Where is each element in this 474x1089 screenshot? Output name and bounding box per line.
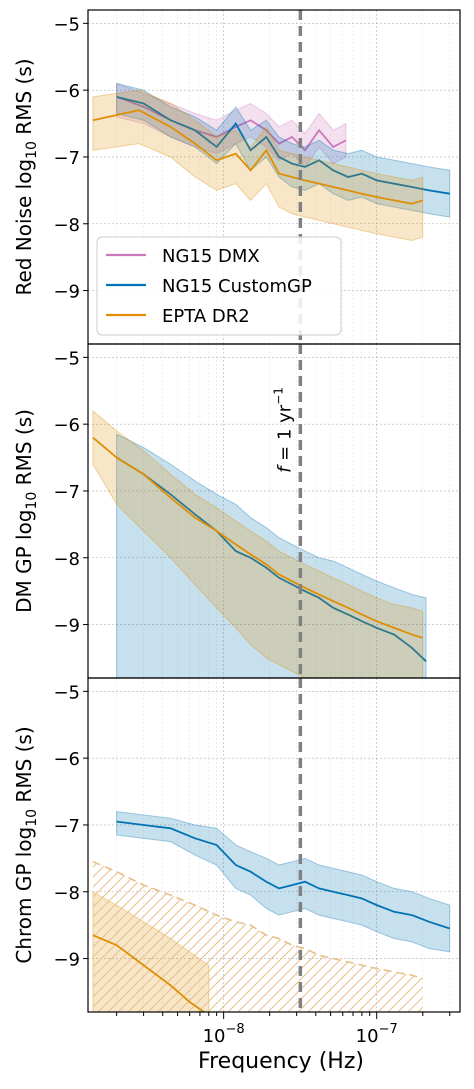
y-tick-label: −7 — [53, 816, 80, 837]
band-epta-dr2 — [92, 89, 424, 241]
upper-limit-hatch-epta-dr2 — [92, 861, 423, 1012]
y-tick-label: −7 — [53, 482, 80, 503]
y-tick-label: −6 — [53, 415, 80, 436]
line-epta-dr2 — [92, 934, 206, 1012]
y-tick-label: −6 — [53, 749, 80, 770]
legend-label: NG15 DMX — [162, 246, 260, 267]
y-tick-label: −6 — [53, 81, 80, 102]
line-epta-dr2 — [92, 109, 424, 205]
y-tick-label: −9 — [53, 616, 80, 637]
y-axis-label: Red Noise log10 RMS (s) — [12, 58, 40, 295]
y-tick-label: −9 — [53, 282, 80, 303]
panel-1: −9 −8 −7 −6 −5 Red Noise log10 RMS (s) NG15 DM… — [12, 9, 461, 345]
line-ng15-customgp — [116, 95, 450, 195]
y-tick-label: −5 — [53, 348, 80, 369]
x-tick-label: 10−7 — [356, 1022, 398, 1047]
panel-2: −9 −8 −7 −6 −5 DM GP log10 RMS (s) f = 1 yr−1 — [12, 343, 461, 679]
line-ng15-customgp — [116, 456, 427, 662]
y-axis-label: DM GP log10 RMS (s) — [12, 409, 40, 613]
band-ng15-dmx — [116, 82, 347, 168]
legend-label: EPTA DR2 — [162, 306, 250, 327]
y-tick-label: −7 — [53, 148, 80, 169]
band-ng15-customgp — [116, 433, 427, 678]
band-ng15-customgp — [116, 82, 451, 218]
vline-annotation: f = 1 yr−1 — [271, 387, 295, 473]
y-tick-label: −8 — [53, 883, 80, 904]
band-ng15-customgp — [116, 811, 451, 953]
y-tick-label: −8 — [53, 549, 80, 570]
y-tick-label: −9 — [53, 950, 80, 971]
legend: NG15 DMX NG15 CustomGP EPTA DR2 — [96, 236, 342, 336]
legend-frame — [96, 236, 342, 336]
line-ng15-customgp — [116, 820, 451, 930]
line-epta-dr2 — [92, 436, 424, 639]
plot-area — [92, 409, 427, 678]
y-tick-label: −8 — [53, 215, 80, 236]
band-epta-dr2 — [92, 409, 424, 678]
panel-3: −9 −8 −7 −6 −5 Chrom GP log10 RMS (s) 10−8 10−7 — [12, 677, 461, 1047]
legend-label: NG15 CustomGP — [162, 276, 312, 297]
x-tick-label: 10−8 — [203, 1022, 245, 1047]
x-axis-label: Frequency (Hz) — [198, 1049, 364, 1074]
y-axis-label: Chrom GP log10 RMS (s) — [12, 726, 40, 963]
y-tick-label: −5 — [53, 682, 80, 703]
plot-area — [92, 811, 451, 1012]
plot-area — [92, 82, 451, 241]
y-tick-label: −5 — [53, 14, 80, 35]
upper-limit-line-epta-dr2 — [92, 860, 424, 980]
axes-frame — [87, 677, 461, 1013]
